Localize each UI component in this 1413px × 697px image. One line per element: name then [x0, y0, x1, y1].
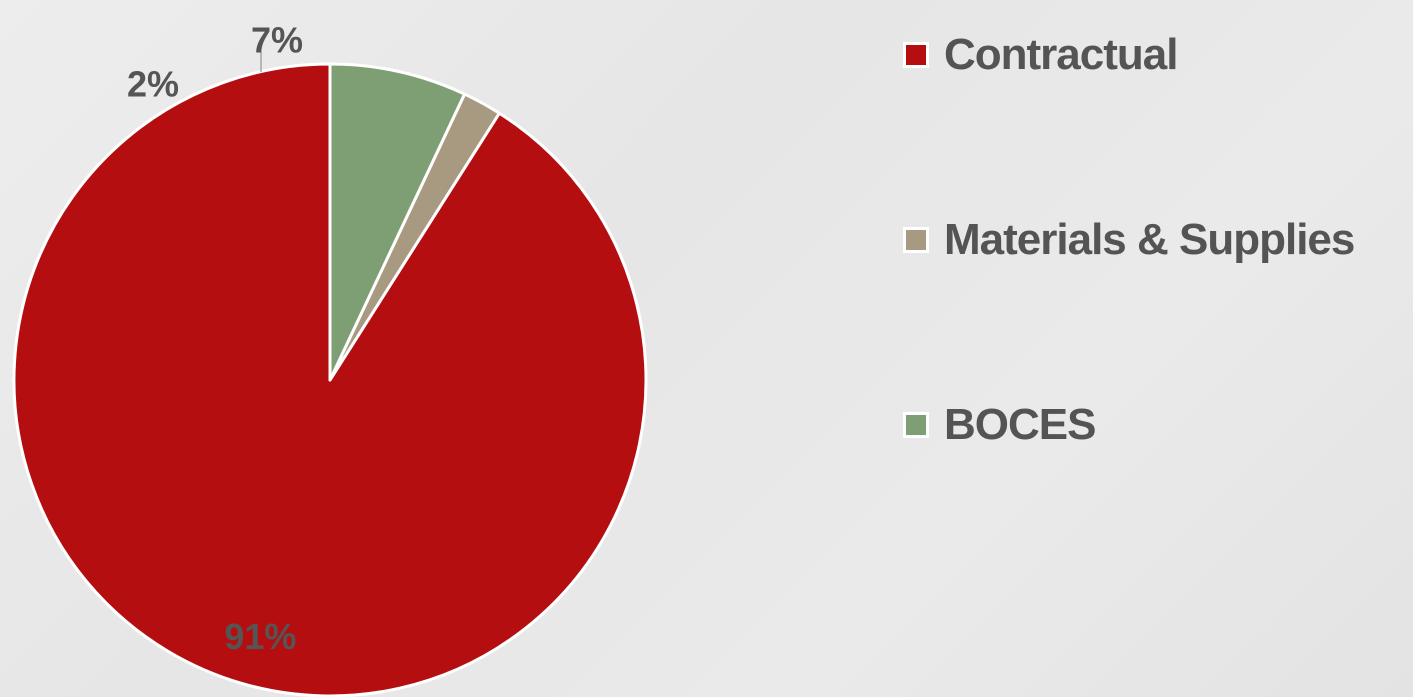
- legend-label-materials-supplies: Materials & Supplies: [944, 215, 1355, 264]
- legend-swatch-boces: [903, 412, 929, 438]
- data-labels: 91% 2% 7%: [127, 20, 303, 658]
- legend-swatch-contractual: [903, 42, 929, 68]
- pie-slice-boces[interactable]: [328, 62, 467, 382]
- legend-item-materials-supplies[interactable]: Materials & Supplies: [903, 215, 1355, 265]
- pie-slices: [12, 62, 648, 697]
- data-label-materials-supplies: 2%: [127, 64, 179, 105]
- legend-label-contractual: Contractual: [944, 30, 1178, 79]
- legend-swatch-materials-supplies: [903, 227, 929, 253]
- legend-item-boces[interactable]: BOCES: [903, 400, 1096, 450]
- data-label-contractual: 91%: [224, 616, 296, 657]
- legend-item-contractual[interactable]: Contractual: [903, 30, 1178, 80]
- data-label-boces: 7%: [251, 20, 303, 61]
- legend-label-boces: BOCES: [944, 400, 1096, 449]
